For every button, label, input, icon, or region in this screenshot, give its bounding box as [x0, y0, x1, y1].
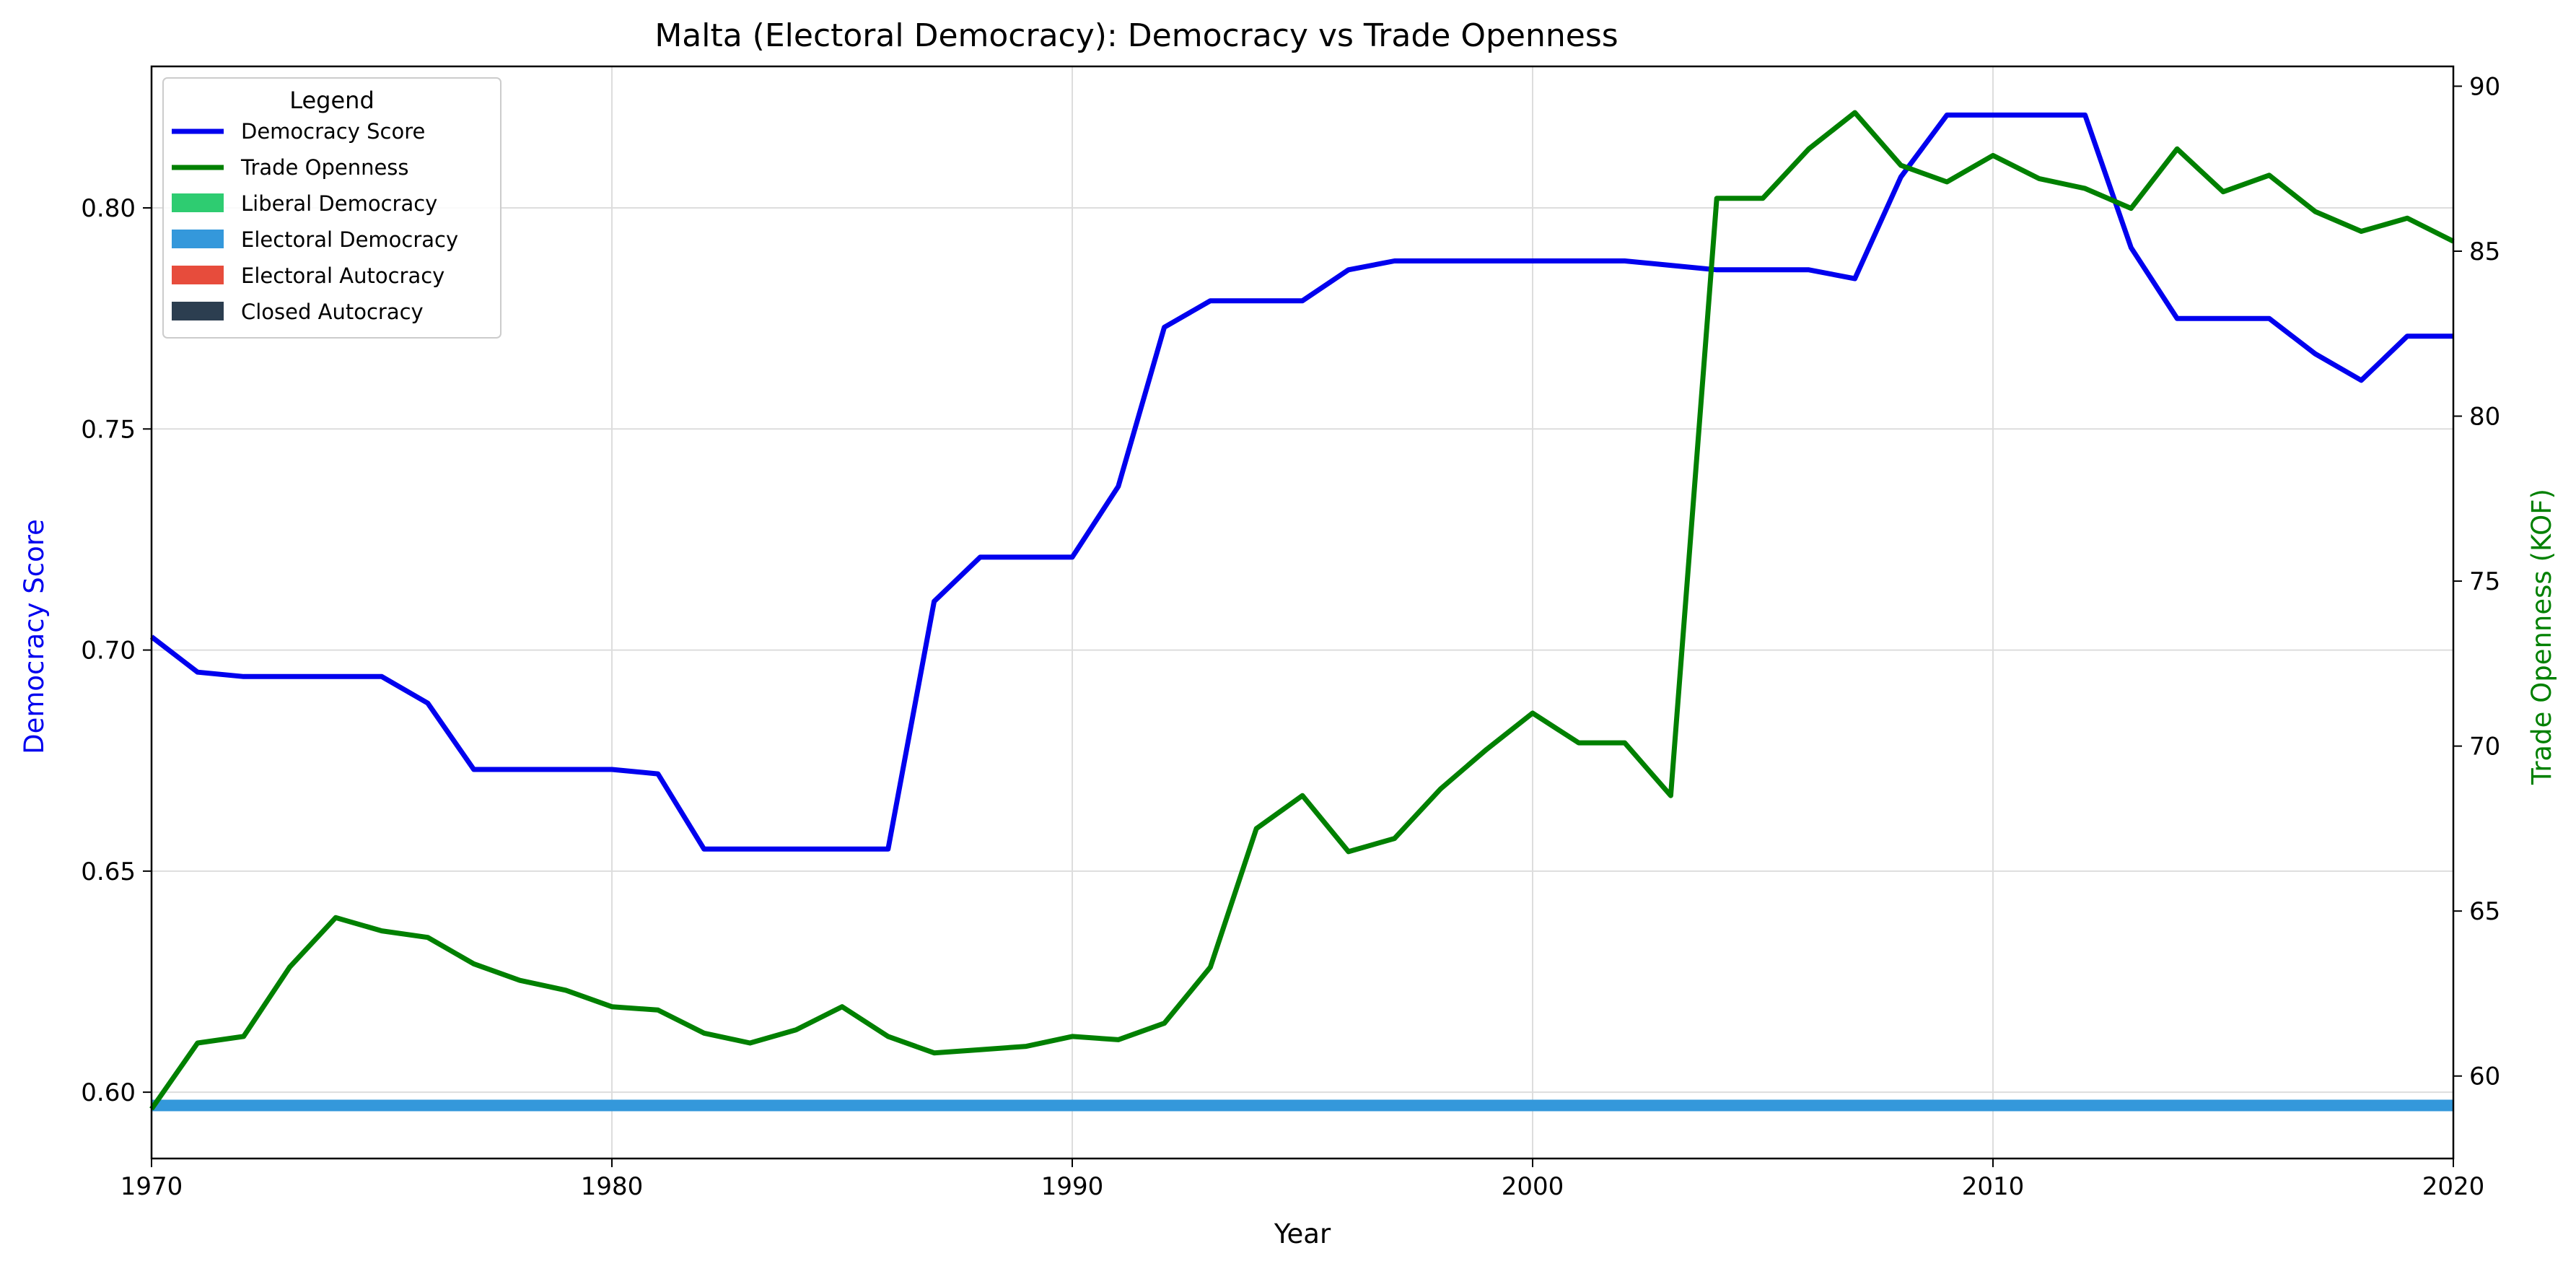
legend-label-electoral-democracy: Electoral Democracy — [241, 227, 458, 252]
y-right-tick-label: 75 — [2469, 567, 2500, 596]
x-tick-label: 2020 — [2422, 1172, 2485, 1201]
grid — [151, 66, 2454, 1159]
plot-frame — [150, 65, 2455, 1160]
x-axis: 1970 1980 1990 2000 2010 2020 — [121, 1159, 2485, 1201]
legend-label-trade-openness: Trade Openness — [240, 155, 409, 180]
y-right-tick-label: 85 — [2469, 237, 2500, 266]
legend-swatch-closed-autocracy — [172, 302, 224, 320]
series-line-democracy-score — [149, 112, 2453, 852]
y-left-tick-label: 0.80 — [81, 194, 136, 223]
y-left-tick-label: 0.65 — [81, 858, 136, 886]
legend: Legend Democracy Score Trade Openness Libe… — [162, 77, 501, 339]
x-tick-label: 1970 — [121, 1172, 183, 1201]
y-left-tick-label: 0.75 — [81, 415, 136, 444]
series-layer — [149, 110, 2455, 1111]
x-tick-label: 1990 — [1041, 1172, 1104, 1201]
legend-swatch-electoral-autocracy — [172, 266, 224, 284]
legend-label-electoral-autocracy: Electoral Autocracy — [241, 263, 444, 288]
legend-swatch-liberal-democracy — [172, 193, 224, 212]
legend-swatch-electoral-democracy — [172, 230, 224, 248]
legend-entries: Democracy Score Trade Openness Liberal Dem… — [172, 119, 458, 324]
y-right-tick-label: 80 — [2469, 403, 2500, 432]
x-tick-label: 2000 — [1502, 1172, 1564, 1201]
legend-label-closed-autocracy: Closed Autocracy — [241, 300, 424, 324]
legend-label-democracy-score: Democracy Score — [241, 119, 425, 144]
y-right-tick-label: 90 — [2469, 72, 2500, 101]
y-right-tick-label: 60 — [2469, 1063, 2500, 1091]
y-left-tick-label: 0.70 — [81, 637, 136, 666]
series-line-trade-openness — [149, 110, 2455, 1111]
regime-band-layer — [152, 1099, 2453, 1112]
y-left-tick-label: 0.60 — [81, 1078, 136, 1107]
y-axis-left-label: Democracy Score — [19, 519, 50, 754]
x-tick-label: 2010 — [1962, 1172, 2025, 1201]
legend-title: Legend — [289, 87, 374, 114]
legend-box — [162, 77, 501, 339]
y-right-tick-label: 65 — [2469, 897, 2500, 926]
regime-band-electoral-democracy — [152, 1099, 2453, 1112]
y-right-tick-label: 70 — [2469, 733, 2500, 762]
chart-title: Malta (Electoral Democracy): Democracy v… — [654, 17, 1618, 54]
x-axis-label: Year — [1274, 1218, 1331, 1249]
y-axis-right: 60 65 70 75 80 85 90 — [2453, 72, 2500, 1091]
legend-label-liberal-democracy: Liberal Democracy — [241, 191, 437, 216]
y-axis-left: 0.60 0.65 0.70 0.75 0.80 — [81, 194, 152, 1107]
y-axis-right-label: Trade Openness (KOF) — [2526, 489, 2557, 785]
x-tick-label: 1980 — [581, 1172, 644, 1201]
